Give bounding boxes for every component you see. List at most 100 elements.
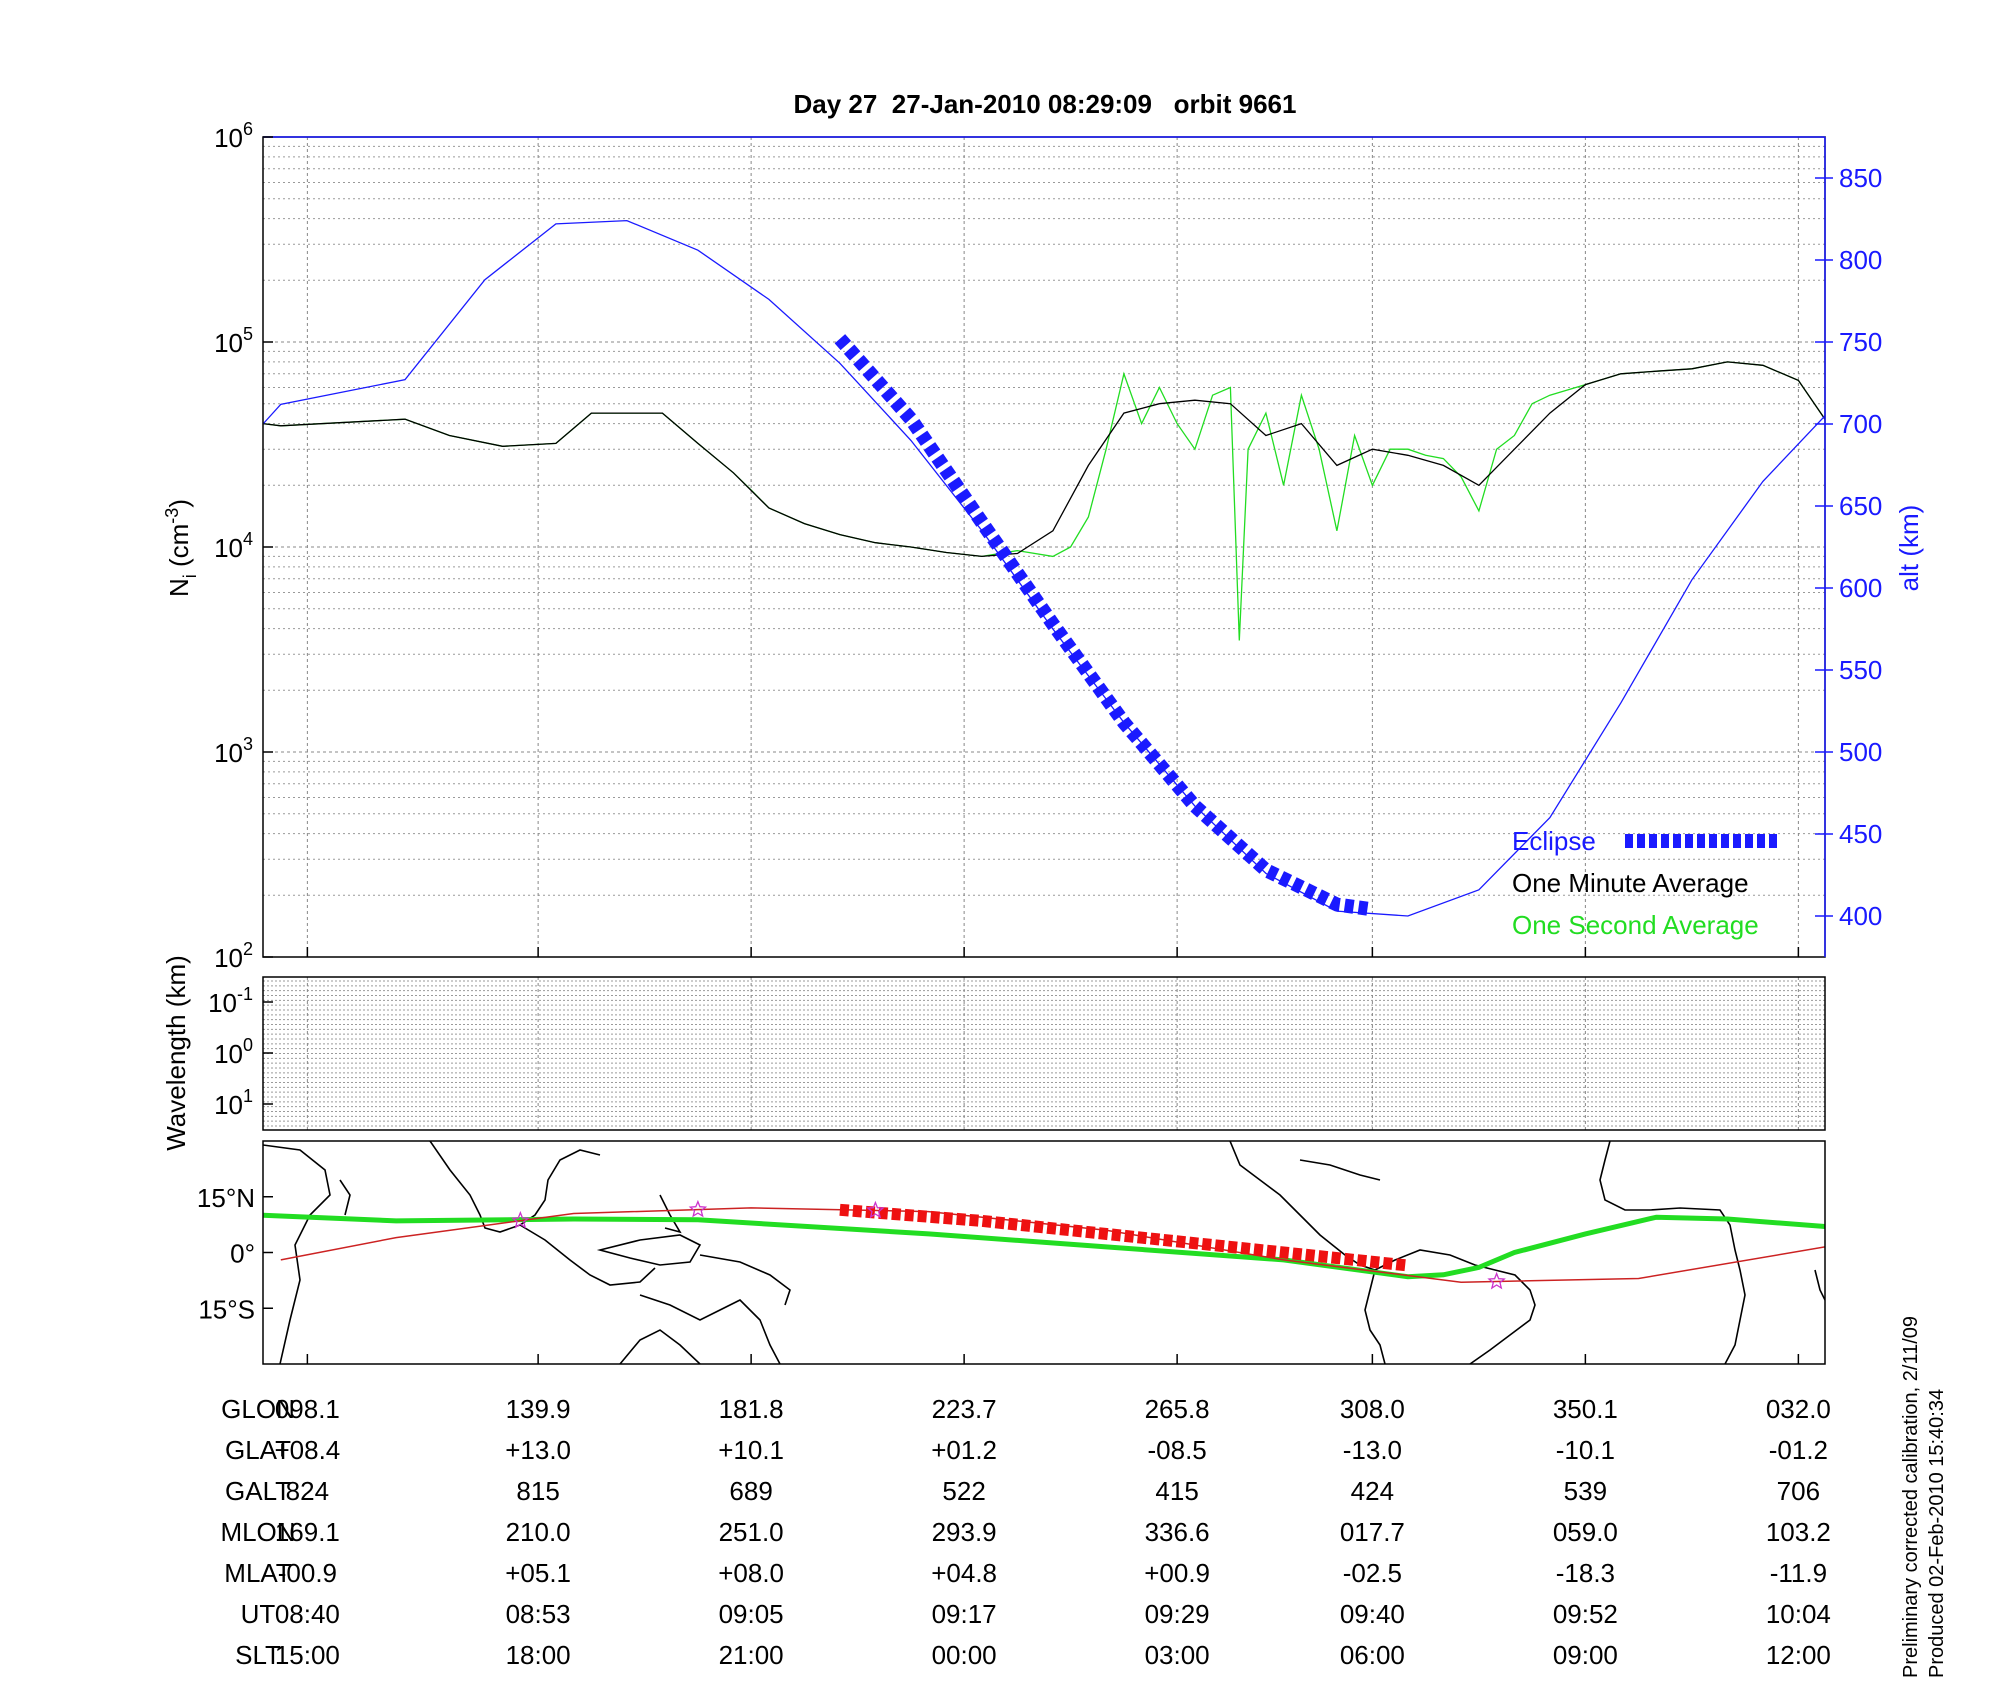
- coastline-south-america-west: [1364, 1269, 1386, 1364]
- table-cell: 032.0: [1766, 1394, 1831, 1424]
- table-cell: 223.7: [932, 1394, 997, 1424]
- map-coastlines: [263, 1141, 1825, 1364]
- table-cell: -02.5: [1343, 1558, 1402, 1588]
- wavelength-y-tick-label: 100: [214, 1035, 253, 1069]
- y-tick-label-left: 102: [214, 939, 253, 973]
- table-row-label: GLAT: [225, 1435, 291, 1465]
- coastline-philippines: [659, 1194, 682, 1234]
- map-panel: 15°N 0° 15°S: [197, 1140, 1826, 1365]
- table-cell: 181.8: [719, 1394, 784, 1424]
- footer-calibration: Preliminary corrected calibration, 2/11/…: [1900, 1316, 1922, 1678]
- table-cell: 09:17: [932, 1599, 997, 1629]
- table-cell: 21:00: [719, 1640, 784, 1670]
- legend-entry-minute-average: One Minute Average: [1512, 868, 1749, 898]
- y-tick-label-right: 700: [1839, 409, 1882, 439]
- table-cell: +05.1: [505, 1558, 571, 1588]
- map-marker-star: [866, 1200, 885, 1219]
- table-cell: 415: [1155, 1476, 1198, 1506]
- table-cell: 139.9: [506, 1394, 571, 1424]
- y-tick-label-right: 550: [1839, 655, 1882, 685]
- table-cell: 103.2: [1766, 1517, 1831, 1547]
- wavelength-y-tick-label: 101: [214, 1086, 253, 1120]
- table-cell: 10:04: [1766, 1599, 1831, 1629]
- table-cell: +04.8: [931, 1558, 997, 1588]
- table-cell: -13.0: [1343, 1435, 1402, 1465]
- table-cell: 08:40: [275, 1599, 340, 1629]
- coastline-south-america-north: [1374, 1249, 1536, 1364]
- legend-entry-second-average: One Second Average: [1512, 910, 1759, 940]
- table-row-label: UT: [241, 1599, 276, 1629]
- wavelength-ticks: 10-1 100 101: [208, 984, 273, 1120]
- map-y-tick-label: 0°: [230, 1239, 255, 1269]
- legend: Eclipse One Minute Average One Second Av…: [1512, 826, 1777, 940]
- table-cell: 824: [286, 1476, 329, 1506]
- table-cell: 18:00: [506, 1640, 571, 1670]
- map-ticks: 15°N 0° 15°S: [197, 1183, 1800, 1364]
- table-row-label: GLON: [221, 1394, 295, 1424]
- table-cell: 08:53: [506, 1599, 571, 1629]
- table-row-label: GALT: [225, 1476, 291, 1506]
- table-cell: 098.1: [275, 1394, 340, 1424]
- table-cell: +01.2: [931, 1435, 997, 1465]
- table-cell: +08.4: [274, 1435, 340, 1465]
- coastline-africa-east: [263, 1144, 331, 1364]
- table-cell: -18.3: [1556, 1558, 1615, 1588]
- table-cell: 689: [729, 1476, 772, 1506]
- chart-title: Day 27 27-Jan-2010 08:29:09 orbit 9661: [794, 89, 1297, 119]
- coastline-madagascar: [339, 1179, 351, 1216]
- map-series: [263, 1199, 1825, 1290]
- table-cell: +10.1: [718, 1435, 784, 1465]
- table-cell: 265.8: [1145, 1394, 1210, 1424]
- table-cell: 169.1: [275, 1517, 340, 1547]
- table-cell: 815: [516, 1476, 559, 1506]
- map-series-magnetic-equator: [263, 1212, 1825, 1280]
- table-cell: +13.0: [505, 1435, 571, 1465]
- coastline-central-america: [1229, 1141, 1376, 1271]
- table-cell: 017.7: [1340, 1517, 1405, 1547]
- table-cell: 251.0: [719, 1517, 784, 1547]
- coastline-australia-west: [619, 1329, 701, 1364]
- series-eclipse: [834, 334, 1374, 917]
- map-y-tick-label: 15°N: [197, 1183, 255, 1213]
- table-cell: 522: [942, 1476, 985, 1506]
- main-panel: 102 103 104 105 106 400 450 500 550 600 650 700 750 8…: [162, 119, 1924, 973]
- table-row-label: SLT: [235, 1640, 281, 1670]
- table-cell: +00.9: [1144, 1558, 1210, 1588]
- y-tick-label-right: 850: [1839, 163, 1882, 193]
- table-cell: 706: [1777, 1476, 1820, 1506]
- main-grid: [263, 136, 1825, 958]
- map-marker-star: [688, 1199, 708, 1218]
- y-axis-label-right: alt (km): [1894, 505, 1924, 592]
- table-cell: 12:00: [1766, 1640, 1831, 1670]
- table-cell: +08.0: [718, 1558, 784, 1588]
- wavelength-y-tick-label: 10-1: [208, 984, 253, 1018]
- y-tick-label-right: 600: [1839, 573, 1882, 603]
- table-cell: 308.0: [1340, 1394, 1405, 1424]
- table-cell: 336.6: [1145, 1517, 1210, 1547]
- coastline-africa-edge: [1814, 1269, 1825, 1301]
- coastline-borneo: [596, 1234, 702, 1266]
- main-series: [262, 219, 1826, 917]
- table-cell: 350.1: [1553, 1394, 1618, 1424]
- y-tick-label-left: 103: [214, 734, 253, 768]
- map-series-eclipse-track: [839, 1203, 1409, 1272]
- y-tick-label-right: 450: [1839, 819, 1882, 849]
- table-cell: 09:05: [719, 1599, 784, 1629]
- table-cell: 210.0: [506, 1517, 571, 1547]
- map-y-tick-label: 15°S: [198, 1294, 255, 1324]
- y-tick-label-right: 500: [1839, 737, 1882, 767]
- table-cell: -00.9: [278, 1558, 337, 1588]
- table-cell: 09:29: [1145, 1599, 1210, 1629]
- y-tick-label-right: 400: [1839, 901, 1882, 931]
- wavelength-panel: 10-1 100 101 Wavelength (km): [161, 955, 1826, 1151]
- footer-produced: Produced 02-Feb-2010 15:40:34: [1926, 1389, 1948, 1678]
- map-marker-star: [1487, 1271, 1506, 1290]
- series-one-minute-average: [262, 361, 1826, 558]
- y-tick-label-right: 750: [1839, 327, 1882, 357]
- wavelength-grid: [263, 977, 1825, 1130]
- table-cell: 06:00: [1340, 1640, 1405, 1670]
- table-cell: 539: [1564, 1476, 1607, 1506]
- table-cell: 424: [1351, 1476, 1394, 1506]
- coastline-indonesia: [519, 1224, 656, 1286]
- series-alt: [262, 219, 1826, 917]
